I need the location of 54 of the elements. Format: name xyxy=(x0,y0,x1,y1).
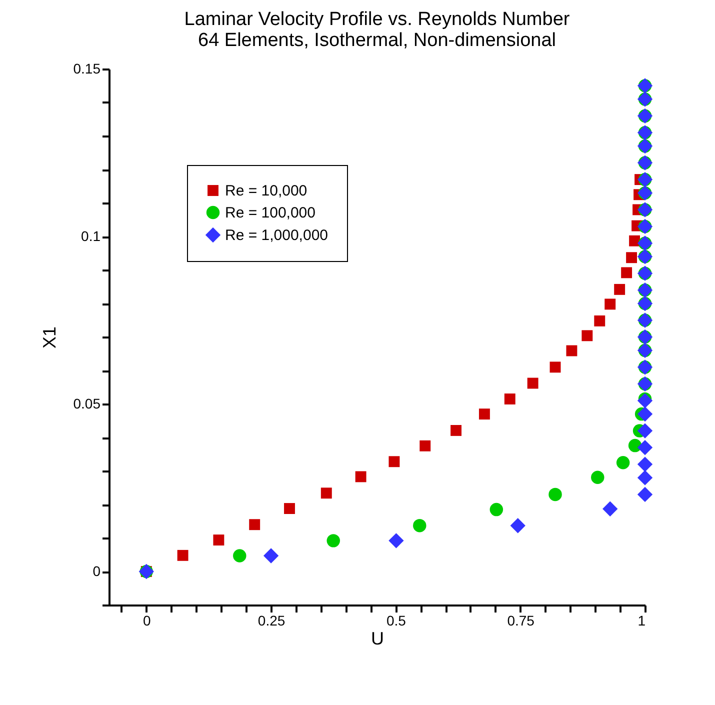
x-tick-label: 1 xyxy=(638,612,646,628)
point xyxy=(637,470,653,486)
point xyxy=(413,519,426,532)
y-tick-label: 0 xyxy=(92,563,101,579)
point xyxy=(527,378,538,389)
point xyxy=(637,456,653,472)
point xyxy=(626,252,638,264)
y-tick-label: 0.1 xyxy=(81,228,101,244)
x-tick-label: 0.75 xyxy=(507,612,535,628)
point xyxy=(637,423,653,438)
x-tick-label: 0.25 xyxy=(258,612,286,628)
point xyxy=(388,533,404,548)
point xyxy=(621,267,632,278)
x-tick-label: 0.5 xyxy=(386,612,406,628)
x-tick-label: 0 xyxy=(142,612,151,628)
point xyxy=(594,315,606,326)
point xyxy=(566,345,578,356)
y-tick-label: 0.15 xyxy=(73,60,101,76)
point xyxy=(388,456,400,468)
point xyxy=(637,486,653,502)
point xyxy=(249,519,260,530)
point xyxy=(602,501,618,516)
point xyxy=(355,471,366,482)
point xyxy=(591,470,604,484)
point xyxy=(614,284,626,295)
chart-title: Laminar Velocity Profile vs. Reynolds Number xyxy=(184,9,570,30)
legend-label: Re = 100,000 xyxy=(225,204,316,222)
legend-label: Re = 10,000 xyxy=(225,182,308,200)
point xyxy=(450,424,462,436)
y-tick-label: 0.05 xyxy=(73,396,101,412)
point xyxy=(233,549,246,562)
point xyxy=(629,235,640,246)
point xyxy=(582,330,593,342)
point xyxy=(637,440,653,456)
point xyxy=(320,488,332,499)
point xyxy=(490,502,504,516)
point xyxy=(510,518,526,534)
point xyxy=(478,408,490,420)
point xyxy=(548,488,562,502)
point xyxy=(263,548,279,564)
point xyxy=(326,534,340,548)
legend-label: Re = 1,000,000 xyxy=(225,227,328,244)
point xyxy=(616,456,630,470)
chart-subtitle: 64 Elements, Isothermal, Non-dimensional xyxy=(198,30,556,51)
point xyxy=(604,298,616,310)
point xyxy=(637,406,653,422)
point xyxy=(504,394,516,404)
point xyxy=(177,550,188,561)
point xyxy=(284,503,295,514)
point xyxy=(550,362,561,373)
point xyxy=(420,440,431,452)
y-axis-title: X1 xyxy=(39,326,60,349)
x-axis-title: U xyxy=(371,628,384,648)
point xyxy=(213,534,224,546)
